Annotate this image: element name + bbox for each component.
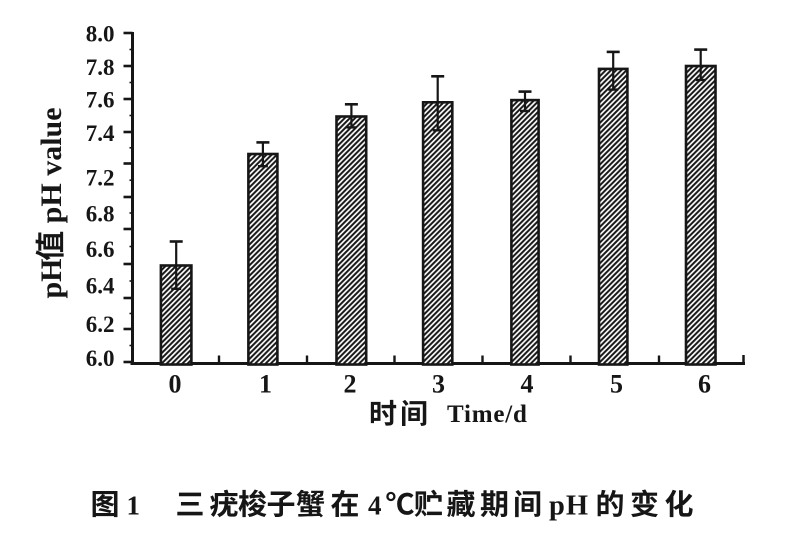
svg-text:7.4: 7.4 [86,121,115,146]
svg-text:6.0: 6.0 [86,346,115,371]
svg-text:0: 0 [169,370,182,399]
svg-text:6.2: 6.2 [86,312,115,337]
svg-text:2: 2 [344,370,357,399]
svg-text:pH value: pH value [35,107,68,223]
svg-text:3: 3 [432,370,445,399]
svg-text:1: 1 [127,491,141,521]
svg-text:7.2: 7.2 [86,166,115,191]
svg-text:4: 4 [521,370,534,399]
svg-text:1: 1 [259,370,272,399]
svg-text:6.6: 6.6 [86,237,115,262]
svg-text:pH: pH [35,258,68,298]
svg-text:6.4: 6.4 [86,274,115,299]
svg-text:8.0: 8.0 [86,22,115,47]
svg-text:7.6: 7.6 [86,88,115,113]
svg-text:7.8: 7.8 [86,55,115,80]
svg-text:6.8: 6.8 [86,202,115,227]
svg-text:4: 4 [368,491,382,521]
svg-text:Time/d: Time/d [447,401,528,428]
svg-text:6: 6 [698,370,711,399]
svg-text:pH: pH [549,491,589,522]
svg-text:5: 5 [610,370,623,399]
